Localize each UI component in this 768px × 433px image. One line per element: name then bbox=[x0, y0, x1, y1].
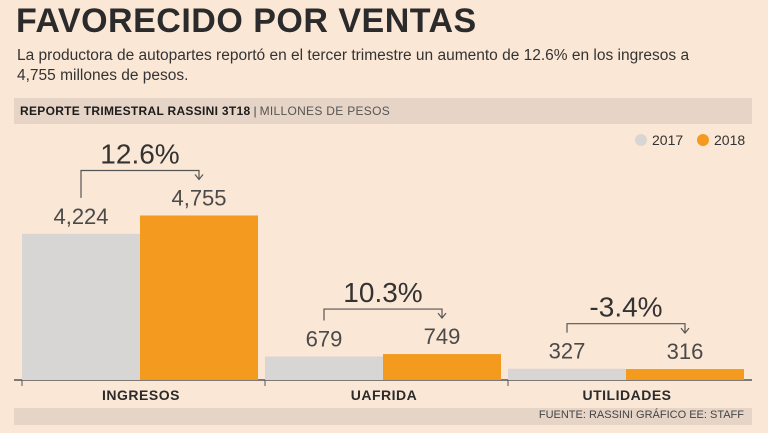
page-title: FAVORECIDO POR VENTAS bbox=[16, 2, 477, 40]
change-bracket-uafrida bbox=[323, 308, 443, 321]
page-subtitle: La productora de autopartes reportó en e… bbox=[17, 47, 690, 84]
category-label-utilidades: UTILIDADES bbox=[583, 387, 672, 403]
bar-utilidades-2018 bbox=[626, 369, 744, 380]
report-title: REPORTE TRIMESTRAL RASSINI 3T18 bbox=[20, 104, 251, 118]
report-header-bar: REPORTE TRIMESTRAL RASSINI 3T18 | MILLONES… bbox=[14, 98, 752, 124]
change-label-uafrida: 10.3% bbox=[343, 277, 422, 308]
change-label-ingresos: 12.6% bbox=[100, 138, 179, 169]
legend-label-2017: 2017 bbox=[652, 132, 683, 148]
category-label-uafrida: UAFRIDA bbox=[351, 387, 418, 403]
value-label-uafrida-2018: 749 bbox=[424, 324, 461, 349]
value-label-utilidades-2018: 316 bbox=[667, 339, 704, 364]
change-arrow-ingresos bbox=[194, 174, 204, 181]
category-label-ingresos: INGRESOS bbox=[102, 387, 180, 403]
source-credit: FUENTE: RASSINI GRÁFICO EE: STAFF bbox=[538, 409, 744, 421]
change-arrow-utilidades bbox=[680, 327, 690, 335]
bar-ingresos-2017 bbox=[22, 233, 140, 380]
value-label-uafrida-2017: 679 bbox=[306, 327, 343, 352]
chart-bars bbox=[14, 215, 752, 386]
value-label-ingresos-2017: 4,224 bbox=[53, 204, 108, 229]
change-label-utilidades: -3.4% bbox=[589, 292, 662, 323]
footer-bar: FUENTE: RASSINI GRÁFICO EE: STAFF bbox=[14, 408, 752, 425]
bar-utilidades-2017 bbox=[508, 368, 626, 380]
value-label-ingresos-2018: 4,755 bbox=[171, 185, 226, 210]
chart-legend: 2017 2018 bbox=[635, 132, 745, 148]
value-label-utilidades-2017: 327 bbox=[549, 339, 586, 364]
change-brackets bbox=[80, 169, 690, 335]
legend-label-2018: 2018 bbox=[714, 132, 745, 148]
bar-ingresos-2018 bbox=[140, 215, 258, 380]
change-bracket-ingresos bbox=[80, 169, 200, 198]
legend-swatch-2018 bbox=[697, 134, 709, 146]
change-arrow-uafrida bbox=[437, 312, 447, 320]
chart-labels: 4,224 4,755 INGRESOS 12.6% 679 749 UAFRIDA 10.3… bbox=[53, 138, 703, 403]
report-unit: MILLONES DE PESOS bbox=[259, 104, 391, 118]
bar-uafrida-2018 bbox=[383, 354, 501, 380]
bar-uafrida-2017 bbox=[265, 356, 383, 380]
report-separator: | bbox=[253, 104, 257, 118]
legend-swatch-2017 bbox=[635, 134, 647, 146]
change-bracket-utilidades bbox=[566, 323, 686, 334]
